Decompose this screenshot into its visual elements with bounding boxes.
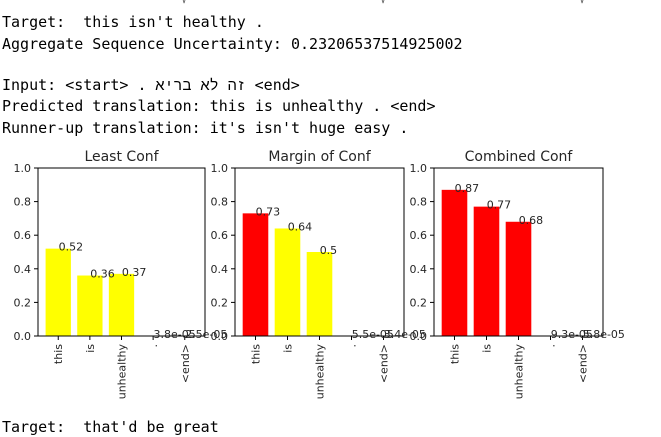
x-tick-label: unhealthy bbox=[116, 344, 129, 400]
tick-mark: √ bbox=[380, 0, 387, 6]
x-tick-label: . bbox=[545, 344, 558, 348]
data-label: 0.36 bbox=[90, 268, 115, 281]
tick-mark: √ bbox=[579, 0, 586, 6]
y-tick-label: 0.0 bbox=[410, 330, 428, 343]
x-tick-label: <end> bbox=[378, 344, 391, 383]
input-line: Input: <start> זה לא בריא . <end> bbox=[2, 76, 300, 95]
y-tick-label: 1.0 bbox=[410, 162, 428, 175]
bar bbox=[77, 276, 102, 336]
next-target-text: that'd be great bbox=[83, 418, 218, 436]
uncertainty-prefix: Aggregate Sequence Uncertainty: bbox=[2, 35, 291, 53]
input-source-text: זה לא בריא . bbox=[137, 76, 245, 94]
y-tick-label: 0.0 bbox=[211, 330, 229, 343]
previous-output-tick-marks: √ √ √ bbox=[0, 0, 661, 3]
bar bbox=[474, 207, 500, 336]
bar bbox=[46, 249, 71, 336]
data-label: 0.77 bbox=[487, 199, 512, 212]
runner-up-prefix: Runner-up translation: bbox=[2, 119, 210, 137]
y-tick-label: 0.4 bbox=[14, 263, 32, 276]
y-tick-label: 0.2 bbox=[211, 296, 229, 309]
data-label: 0.68 bbox=[519, 214, 544, 227]
tick-mark: √ bbox=[181, 0, 188, 6]
data-label: 0.37 bbox=[122, 266, 146, 279]
y-tick-label: 0.4 bbox=[410, 263, 428, 276]
chart-title: Margin of Conf bbox=[268, 149, 371, 165]
x-tick-label: this bbox=[249, 344, 262, 364]
target-line: Target: this isn't healthy . bbox=[2, 13, 264, 32]
x-tick-label: . bbox=[346, 344, 359, 348]
x-tick-label: is bbox=[480, 344, 493, 353]
y-tick-label: 0.6 bbox=[211, 229, 229, 242]
predicted-line: Predicted translation: this is unhealthy… bbox=[2, 97, 436, 116]
x-tick-label: this bbox=[52, 344, 65, 364]
bar bbox=[109, 274, 134, 336]
x-tick-label: unhealthy bbox=[513, 344, 526, 400]
next-target-prefix: Target: bbox=[2, 418, 83, 436]
confidence-charts: Least Conf 0.0 0.2 0.4 0.6 0.8 1.0 this is unheal… bbox=[0, 140, 661, 420]
x-tick-label: is bbox=[281, 344, 294, 353]
y-tick-label: 0.8 bbox=[211, 196, 229, 209]
chart-title: Least Conf bbox=[84, 149, 159, 165]
x-tick-label: <end> bbox=[179, 344, 192, 383]
uncertainty-value: 0.23206537514925002 bbox=[291, 35, 463, 53]
x-tick-label: unhealthy bbox=[314, 344, 327, 400]
target-prefix: Target: bbox=[2, 13, 83, 31]
data-label: 0.5 bbox=[320, 244, 338, 257]
runner-up-text: it's isn't huge easy . bbox=[210, 119, 409, 137]
bar bbox=[506, 222, 532, 336]
y-tick-label: 1.0 bbox=[211, 162, 229, 175]
bar bbox=[307, 252, 333, 336]
predicted-text: this is unhealthy . <end> bbox=[210, 97, 436, 115]
input-start-token: <start> bbox=[65, 76, 128, 94]
next-target-line: Target: that'd be great bbox=[2, 418, 219, 437]
data-label: 5.8e-05 bbox=[583, 328, 625, 341]
y-tick-label: 0.2 bbox=[14, 296, 32, 309]
x-tick-label: . bbox=[147, 344, 160, 348]
y-tick-label: 0.0 bbox=[14, 330, 32, 343]
data-label: 0.87 bbox=[455, 182, 480, 195]
bar bbox=[243, 213, 269, 336]
x-tick-label: <end> bbox=[577, 344, 590, 383]
y-tick-label: 1.0 bbox=[14, 162, 32, 175]
data-label: 0.64 bbox=[288, 220, 313, 233]
chart-title: Combined Conf bbox=[465, 149, 574, 165]
target-text: this isn't healthy . bbox=[83, 13, 264, 31]
runner-up-line: Runner-up translation: it's isn't huge e… bbox=[2, 119, 408, 138]
y-tick-label: 0.2 bbox=[410, 296, 428, 309]
bar bbox=[442, 190, 468, 336]
y-tick-label: 0.4 bbox=[211, 263, 229, 276]
y-tick-label: 0.8 bbox=[14, 196, 32, 209]
bar bbox=[275, 228, 301, 336]
y-tick-label: 0.6 bbox=[14, 229, 32, 242]
y-tick-label: 0.6 bbox=[410, 229, 428, 242]
input-end-token: <end> bbox=[255, 76, 300, 94]
x-tick-label: is bbox=[84, 344, 97, 353]
y-tick-label: 0.8 bbox=[410, 196, 428, 209]
predicted-prefix: Predicted translation: bbox=[2, 97, 210, 115]
x-tick-label: this bbox=[448, 344, 461, 364]
data-label: 0.52 bbox=[59, 241, 84, 254]
data-label: 0.73 bbox=[256, 205, 281, 218]
uncertainty-line: Aggregate Sequence Uncertainty: 0.232065… bbox=[2, 35, 463, 54]
input-prefix: Input: bbox=[2, 76, 65, 94]
